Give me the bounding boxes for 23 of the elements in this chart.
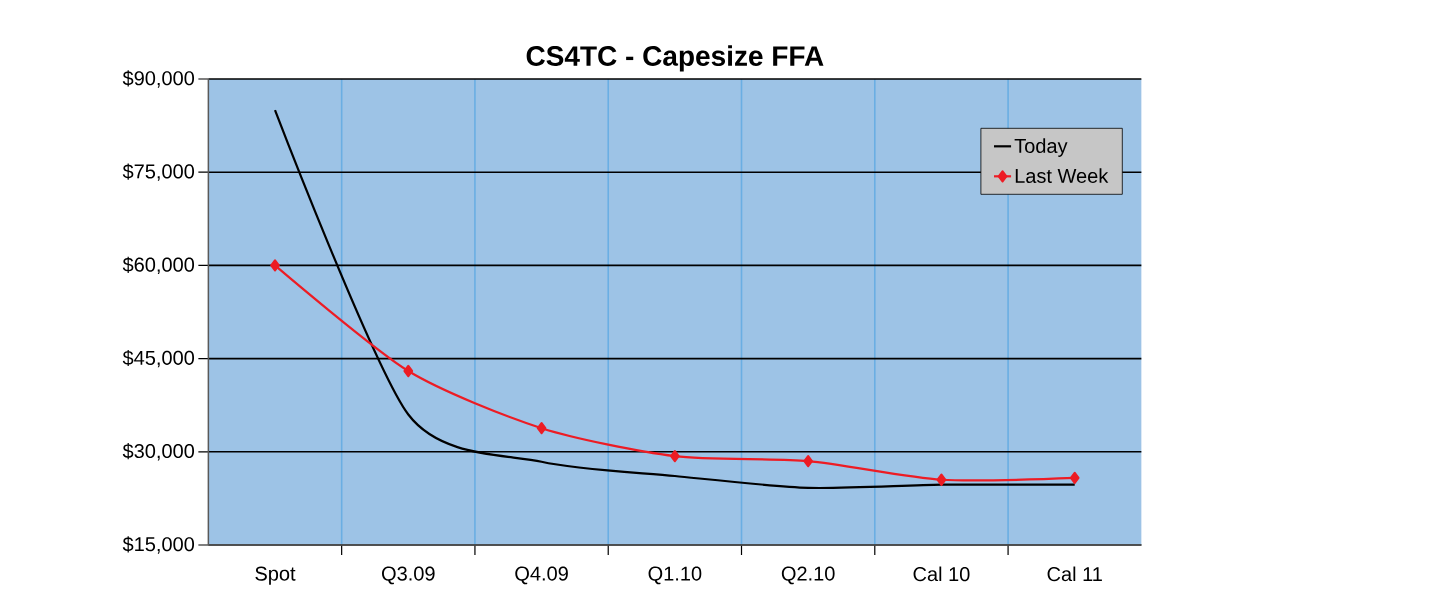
point	[803, 455, 813, 468]
x-tick-label: Q4.09	[515, 566, 568, 585]
point	[536, 422, 547, 435]
y-tick-label: $30,000	[122, 443, 195, 461]
y-tick-label: $60,000	[122, 256, 195, 275]
y-tick-label: $15,000	[122, 536, 195, 554]
y-tick-label: $45,000	[122, 349, 195, 368]
y-tick-label: $75,000	[122, 163, 195, 181]
legend-label: Today	[1014, 138, 1068, 157]
point	[936, 473, 947, 486]
y-tick-label: $90,000	[122, 70, 195, 88]
x-tick-label: Q3.09	[381, 566, 435, 585]
x-tick-label: Q2.10	[781, 566, 835, 585]
chart-title: CS4TC - Capesize FFA	[526, 45, 824, 72]
legend-label: Last Week	[1015, 168, 1109, 183]
x-tick-label: Spot	[255, 566, 296, 585]
point	[270, 259, 280, 272]
point	[670, 450, 680, 463]
x-tick-label: Cal 10	[913, 566, 970, 582]
point	[403, 364, 414, 378]
x-tick-label: Q1.10	[648, 566, 702, 585]
x-tick-label: Cal 11	[1047, 566, 1102, 582]
point	[1069, 471, 1080, 484]
